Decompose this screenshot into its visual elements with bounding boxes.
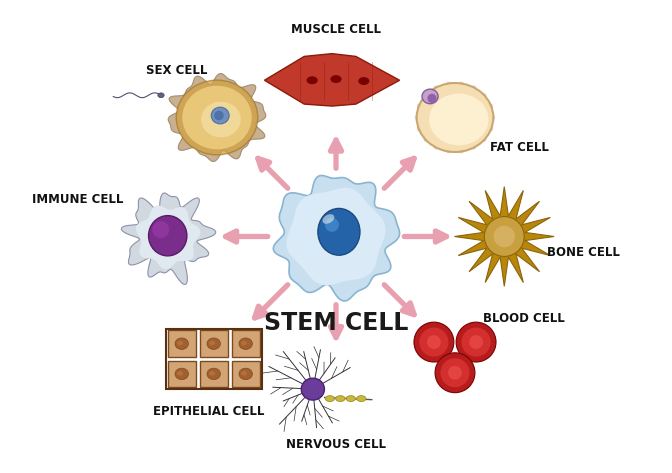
- Ellipse shape: [429, 94, 489, 145]
- Circle shape: [488, 103, 493, 109]
- Circle shape: [435, 353, 475, 393]
- Circle shape: [214, 111, 224, 120]
- Polygon shape: [286, 188, 386, 285]
- Text: BLOOD CELL: BLOOD CELL: [483, 312, 564, 324]
- Ellipse shape: [175, 338, 188, 350]
- Circle shape: [488, 126, 493, 131]
- Text: SEX CELL: SEX CELL: [146, 64, 208, 77]
- Ellipse shape: [306, 76, 318, 84]
- Ellipse shape: [357, 395, 366, 402]
- Ellipse shape: [358, 77, 370, 85]
- Ellipse shape: [239, 338, 253, 350]
- Ellipse shape: [417, 83, 493, 152]
- Ellipse shape: [182, 86, 252, 149]
- Circle shape: [471, 144, 476, 149]
- Polygon shape: [136, 205, 200, 270]
- Ellipse shape: [177, 371, 183, 376]
- Ellipse shape: [158, 93, 164, 97]
- Circle shape: [433, 144, 439, 149]
- FancyBboxPatch shape: [167, 361, 196, 387]
- Polygon shape: [122, 193, 216, 284]
- Circle shape: [448, 366, 462, 380]
- Circle shape: [325, 218, 339, 232]
- FancyBboxPatch shape: [167, 331, 196, 357]
- Circle shape: [471, 86, 476, 91]
- Circle shape: [414, 322, 454, 362]
- Ellipse shape: [209, 371, 215, 376]
- Circle shape: [462, 327, 491, 357]
- Ellipse shape: [149, 216, 187, 256]
- Circle shape: [446, 148, 451, 153]
- Text: STEM CELL: STEM CELL: [264, 311, 408, 335]
- Circle shape: [456, 322, 496, 362]
- Circle shape: [419, 327, 448, 357]
- Circle shape: [427, 94, 437, 103]
- Circle shape: [423, 137, 429, 142]
- Ellipse shape: [175, 368, 188, 380]
- Circle shape: [481, 93, 487, 98]
- Circle shape: [415, 115, 420, 120]
- Text: EPITHELIAL CELL: EPITHELIAL CELL: [153, 404, 265, 418]
- Circle shape: [153, 221, 169, 238]
- Circle shape: [459, 148, 464, 153]
- Polygon shape: [265, 53, 400, 106]
- Circle shape: [433, 86, 439, 91]
- Ellipse shape: [177, 341, 183, 345]
- Ellipse shape: [323, 214, 335, 224]
- Ellipse shape: [325, 395, 335, 402]
- Circle shape: [490, 115, 495, 120]
- Circle shape: [493, 226, 515, 247]
- Circle shape: [417, 126, 423, 131]
- Ellipse shape: [331, 75, 341, 83]
- Ellipse shape: [211, 107, 229, 124]
- Ellipse shape: [241, 341, 247, 345]
- Ellipse shape: [346, 395, 355, 402]
- Polygon shape: [454, 187, 554, 286]
- Ellipse shape: [201, 102, 241, 137]
- Ellipse shape: [239, 368, 253, 380]
- Ellipse shape: [176, 80, 258, 155]
- Circle shape: [469, 335, 483, 349]
- Ellipse shape: [207, 368, 220, 380]
- Ellipse shape: [209, 341, 215, 345]
- Text: FAT CELL: FAT CELL: [490, 141, 549, 154]
- Polygon shape: [274, 175, 400, 301]
- Ellipse shape: [318, 209, 360, 255]
- Text: BONE CELL: BONE CELL: [547, 246, 620, 259]
- Ellipse shape: [241, 371, 247, 376]
- Polygon shape: [168, 73, 266, 161]
- FancyBboxPatch shape: [200, 361, 228, 387]
- Circle shape: [446, 82, 451, 87]
- Text: IMMUNE CELL: IMMUNE CELL: [32, 193, 124, 206]
- Ellipse shape: [301, 378, 325, 400]
- FancyBboxPatch shape: [232, 361, 260, 387]
- Text: NERVOUS CELL: NERVOUS CELL: [286, 438, 386, 450]
- Ellipse shape: [207, 338, 220, 350]
- FancyBboxPatch shape: [200, 331, 228, 357]
- Text: MUSCLE CELL: MUSCLE CELL: [291, 24, 381, 36]
- Circle shape: [485, 217, 524, 256]
- Circle shape: [423, 93, 429, 98]
- Ellipse shape: [336, 395, 345, 402]
- Circle shape: [427, 335, 441, 349]
- Circle shape: [459, 82, 464, 87]
- Circle shape: [440, 358, 470, 387]
- Circle shape: [417, 103, 423, 109]
- FancyBboxPatch shape: [232, 331, 260, 357]
- Ellipse shape: [422, 89, 438, 104]
- Circle shape: [481, 137, 487, 142]
